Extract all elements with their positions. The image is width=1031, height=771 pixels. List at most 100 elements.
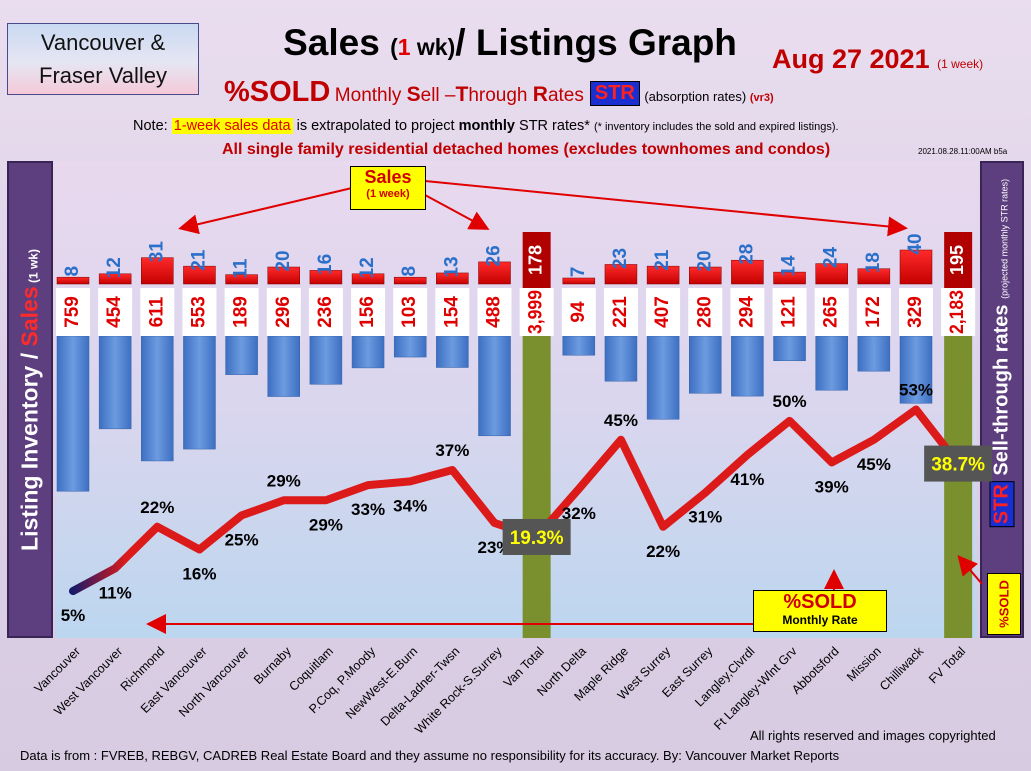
- sales-label-chilliwack: 40: [905, 233, 926, 254]
- pct-label-north-delta: 32%: [562, 504, 596, 523]
- sales-bar-fv-total: [944, 232, 973, 288]
- total-bar-van-total: [522, 288, 551, 638]
- pct-label-abbotsford: 39%: [815, 477, 849, 496]
- listing-label-west-vancouver: 454: [104, 296, 125, 328]
- pct-label-richmond: 22%: [140, 498, 174, 517]
- pct-label-east-surrey: 31%: [688, 508, 722, 527]
- sales-arrow-chilliwack: [424, 180, 908, 237]
- listing-label-box-chilliwack: [899, 288, 933, 336]
- listing-bar-north-delta: [562, 335, 596, 356]
- region-line2: Fraser Valley: [39, 63, 167, 88]
- listing-label-box-van-total: [519, 288, 554, 336]
- listing-bar-newwest-e-burn: [393, 335, 427, 358]
- listing-label-box-east-surrey: [688, 288, 723, 336]
- listing-label-coquitlam: 236: [315, 296, 336, 328]
- category-label-ft-langley-wlnt-grv: Ft Langley-Wlnt Grv: [711, 644, 800, 733]
- sales-label-west-surrey: 21: [652, 249, 673, 271]
- category-label-delta-ladner-twsn: Delta-Ladner-Twsn: [378, 644, 463, 729]
- sales-label-north-vancouver: 11: [231, 258, 252, 279]
- sales-bar-maple-ridge: [604, 264, 638, 285]
- pct-label-north-vancouver: 25%: [225, 530, 259, 549]
- sales-bar-north-vancouver: [225, 274, 258, 285]
- sales-bar-burnaby: [267, 266, 300, 285]
- sales-bar-vancouver: [56, 276, 90, 285]
- sales-label-langley-clvrdl: 28: [736, 244, 757, 265]
- sold-callout-title: %SOLD: [783, 591, 857, 613]
- sales-arrow-richmond: [178, 187, 353, 235]
- listing-label-richmond: 611: [146, 296, 167, 327]
- listing-bar-burnaby: [267, 335, 300, 397]
- listing-label-box-north-vancouver: [224, 288, 259, 336]
- listing-label-box-ft-langley-wlnt-grv: [772, 288, 807, 336]
- subtitle-ell: ell –: [420, 85, 456, 106]
- sales-bar-west-surrey: [646, 265, 680, 285]
- category-label-chilliwack: Chilliwack: [877, 644, 927, 694]
- listing-label-newwest-e-burn: 103: [399, 296, 420, 328]
- str-badge: STR: [589, 81, 640, 106]
- listing-label-east-vancouver: 553: [188, 296, 209, 328]
- report-date: Aug 27 2021 (1 week): [772, 44, 983, 75]
- sales-label-p-coq-p-moody: 12: [357, 257, 378, 278]
- sales-label-coquitlam: 16: [315, 254, 336, 275]
- listing-bar-mission: [857, 335, 891, 372]
- pct-label-box-fv-total: [924, 445, 993, 482]
- sales-label-fv-total: 195: [947, 245, 967, 275]
- sales-bar-abbotsford: [815, 263, 848, 285]
- listing-label-box-west-surrey: [646, 288, 681, 336]
- subtitle-rates: Monthly Sell –Through Rates: [335, 83, 584, 106]
- listing-label-box-white-rock-s-surrey: [477, 288, 512, 336]
- subtitle-t: T: [455, 83, 469, 106]
- subtitle-s: S: [406, 83, 421, 106]
- sold-callout: %SOLD Monthly Rate: [753, 590, 887, 632]
- listing-label-box-east-vancouver: [182, 288, 217, 336]
- category-label-newwest-e-burn: NewWest-E.Burn: [343, 644, 421, 722]
- sales-bar-newwest-e-burn: [393, 276, 427, 285]
- pct-label-box-van-total: [502, 518, 571, 555]
- listing-label-box-langley-clvrdl: [730, 288, 765, 336]
- listing-bar-west-vancouver: [98, 335, 132, 430]
- sales-label-burnaby: 20: [273, 250, 294, 271]
- sales-bar-mission: [857, 268, 891, 285]
- listing-label-abbotsford: 265: [821, 296, 842, 328]
- region-box: Vancouver & Fraser Valley: [7, 23, 199, 95]
- detached-note: All single family residential detached h…: [222, 141, 831, 158]
- note-e: STR rates*: [515, 118, 594, 134]
- pct-label-fv-total: 38.7%: [931, 455, 985, 476]
- listing-label-north-vancouver: 189: [231, 296, 252, 328]
- note-f: (* inventory includes the sold and expir…: [593, 121, 839, 133]
- sales-label-newwest-e-burn: 8: [399, 266, 420, 277]
- sales-label-van-total: 178: [525, 245, 545, 275]
- note-highlight: 1-week sales data: [171, 118, 293, 134]
- listing-label-chilliwack: 329: [905, 296, 926, 328]
- left-axis-panel: Listing Inventory / Sales (1 wk): [7, 161, 53, 638]
- sales-bar-north-delta: [562, 277, 596, 285]
- pct-label-newwest-e-burn: 34%: [393, 496, 427, 515]
- listing-bar-langley-clvrdl: [731, 335, 764, 397]
- data-source: Data is from : FVREB, REBGV, CADREB Real…: [20, 748, 840, 763]
- sales-label-mission: 18: [863, 252, 884, 273]
- title-sales: Sales: [283, 22, 380, 63]
- category-label-mission: Mission: [844, 644, 884, 684]
- listing-label-p-coq-p-moody: 156: [357, 296, 378, 328]
- subtitle-hrough: hrough: [468, 85, 533, 106]
- listing-bar-west-surrey: [646, 335, 680, 420]
- listing-label-box-west-vancouver: [98, 288, 133, 336]
- sales-bar-richmond: [141, 257, 174, 285]
- listing-label-box-vancouver: [56, 288, 90, 336]
- sales-bar-white-rock-s-surrey: [478, 261, 511, 285]
- listing-bar-ft-langley-wlnt-grv: [773, 335, 806, 361]
- sales-bar-coquitlam: [309, 270, 343, 285]
- sales-label-north-delta: 7: [568, 267, 589, 278]
- pct-label-p-coq-p-moody: 33%: [351, 500, 385, 519]
- listing-bar-north-vancouver: [225, 335, 258, 375]
- title-one: 1: [397, 34, 411, 60]
- sales-label-white-rock-s-surrey: 26: [484, 245, 505, 266]
- listing-label-box-abbotsford: [814, 288, 849, 336]
- listing-label-box-burnaby: [266, 288, 301, 336]
- listing-label-mission: 172: [863, 296, 884, 328]
- pct-label-east-vancouver: 16%: [182, 564, 216, 583]
- listing-bar-east-vancouver: [183, 335, 216, 450]
- pct-label-coquitlam: 29%: [309, 515, 343, 534]
- subtitle-r: R: [532, 83, 548, 106]
